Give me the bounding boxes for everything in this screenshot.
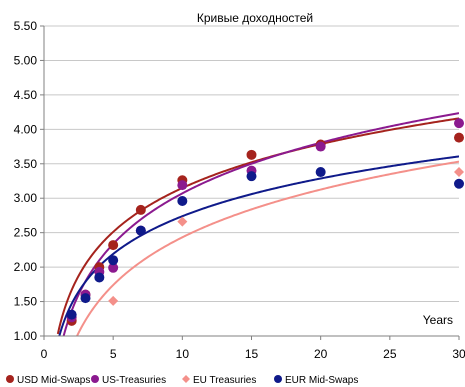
- y-tick-label: 5.00: [14, 53, 38, 67]
- y-tick-label: 5.50: [14, 19, 38, 33]
- x-tick-label: 10: [176, 347, 190, 361]
- trendline-us-treasuries: [62, 112, 459, 336]
- x-tick-label: 15: [245, 347, 259, 361]
- point-eu-treasuries: [108, 295, 119, 306]
- trendline-eur-mid-swaps: [58, 155, 459, 336]
- point-eur-mid-swaps: [135, 225, 146, 236]
- y-tick-label: 3.00: [14, 191, 38, 205]
- point-us-treasuries: [454, 118, 464, 129]
- point-us-treasuries: [177, 180, 188, 191]
- y-tick-label: 2.00: [14, 260, 38, 274]
- y-tick-label: 4.50: [14, 88, 38, 102]
- x-axis-label: Years: [423, 313, 453, 327]
- legend-marker: [6, 375, 14, 383]
- legend-label: US-Treasuries: [102, 375, 166, 386]
- x-tick-label: 5: [110, 347, 117, 361]
- point-eu-treasuries: [454, 167, 464, 178]
- x-tick-labels: 0 5 10 15 20 25 30: [41, 347, 465, 361]
- chart-title: Кривые доходностей: [197, 11, 313, 25]
- trendline-eu-treasuries: [75, 160, 459, 336]
- legend-item-eu-treasuries: EU Treasuries: [182, 375, 256, 386]
- legend-item-eur-mid-swaps: EUR Mid-Swaps: [274, 375, 358, 386]
- legend-marker: [182, 375, 190, 383]
- point-eur-mid-swaps: [66, 309, 77, 320]
- point-us-treasuries: [315, 141, 326, 152]
- legend-item-usd-mid-swaps: USD Mid-Swaps: [6, 375, 90, 386]
- x-tick-label: 20: [314, 347, 328, 361]
- point-eur-mid-swaps: [80, 293, 91, 304]
- legend-label: USD Mid-Swaps: [17, 375, 90, 386]
- x-tick-label: 30: [452, 347, 465, 361]
- point-eur-mid-swaps: [246, 171, 257, 182]
- legend-item-us-treasuries: US-Treasuries: [91, 375, 166, 386]
- trendline-usd-mid-swaps: [56, 117, 459, 335]
- trendlines: [56, 112, 459, 336]
- point-usd-mid-swaps: [135, 204, 146, 215]
- data-points: [66, 118, 464, 326]
- y-tick-label: 1.50: [14, 295, 38, 309]
- legend-marker: [274, 375, 282, 383]
- point-usd-mid-swaps: [454, 132, 464, 143]
- point-eur-mid-swaps: [177, 195, 188, 206]
- point-eur-mid-swaps: [454, 178, 464, 189]
- legend-marker: [91, 375, 99, 383]
- y-tick-label: 1.00: [14, 329, 38, 343]
- x-tick-label: 0: [41, 347, 48, 361]
- point-us-treasuries: [108, 262, 119, 273]
- point-usd-mid-swaps: [246, 149, 257, 160]
- y-tick-labels: 1.00 1.50 2.00 2.50 3.00 3.50 4.00 4.50 5.00 5.50: [14, 19, 38, 343]
- point-eur-mid-swaps: [94, 272, 105, 283]
- point-eur-mid-swaps: [108, 255, 119, 266]
- legend-label: EU Treasuries: [193, 375, 256, 386]
- point-eur-mid-swaps: [315, 167, 326, 178]
- y-tick-label: 3.50: [14, 157, 38, 171]
- legend: USD Mid-Swaps US-Treasuries EU Treasuries E…: [6, 375, 358, 386]
- point-eu-treasuries: [177, 216, 188, 227]
- axes: [40, 25, 460, 340]
- point-usd-mid-swaps: [108, 240, 119, 251]
- x-tick-label: 25: [383, 347, 397, 361]
- y-tick-label: 2.50: [14, 226, 38, 240]
- y-tick-label: 4.00: [14, 122, 38, 136]
- legend-label: EUR Mid-Swaps: [285, 375, 358, 386]
